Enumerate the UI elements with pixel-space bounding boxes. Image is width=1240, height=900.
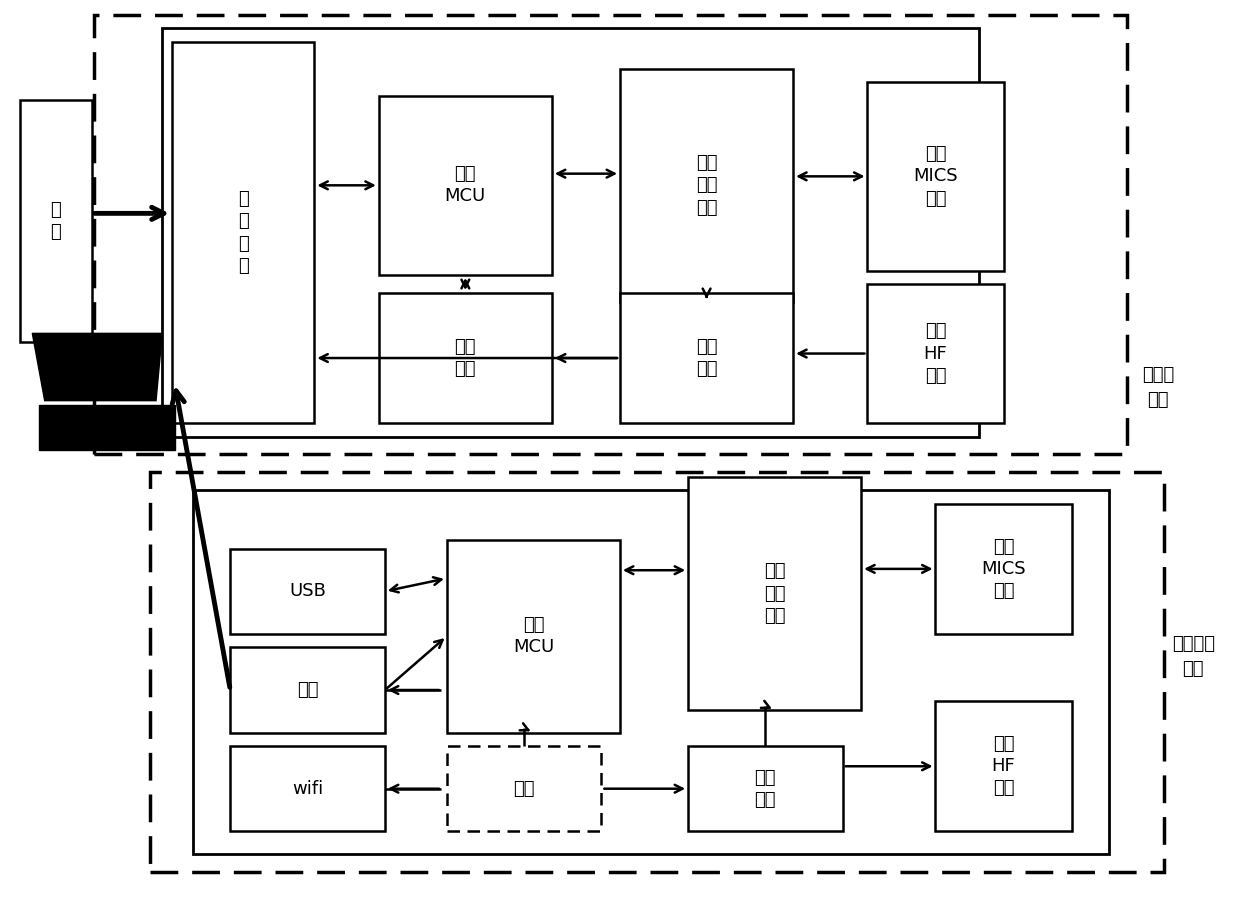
Text: 第二
HF
天线: 第二 HF 天线 <box>992 735 1016 797</box>
Text: 第二
MCU: 第二 MCU <box>513 616 554 656</box>
Text: 温度
传感: 温度 传感 <box>455 338 476 378</box>
Bar <box>868 284 1003 423</box>
Bar <box>162 28 978 436</box>
Bar <box>172 41 315 423</box>
Text: 蓝牙: 蓝牙 <box>296 681 319 699</box>
Bar <box>446 540 620 733</box>
Bar <box>378 293 552 423</box>
Polygon shape <box>38 405 175 450</box>
Text: 无线
供电: 无线 供电 <box>696 338 718 378</box>
Text: 全植入
单元: 全植入 单元 <box>1142 365 1174 409</box>
Bar <box>935 701 1071 832</box>
Bar <box>193 491 1109 854</box>
Bar <box>378 95 552 275</box>
Text: 第一
MICS
天线: 第一 MICS 天线 <box>913 145 957 208</box>
Text: 第一
HF
天线: 第一 HF 天线 <box>924 322 947 384</box>
Bar <box>150 472 1164 872</box>
Bar <box>231 746 384 832</box>
Text: 第一
无线
通信: 第一 无线 通信 <box>696 154 718 217</box>
Text: 能量
辐射: 能量 辐射 <box>755 769 776 809</box>
Text: 电
极: 电 极 <box>51 201 61 241</box>
Text: 第二
无线
通信: 第二 无线 通信 <box>764 562 785 625</box>
Text: USB: USB <box>289 582 326 600</box>
Bar <box>231 549 384 634</box>
Text: 第二
MICS
天线: 第二 MICS 天线 <box>981 537 1025 600</box>
Bar <box>868 82 1003 271</box>
Polygon shape <box>32 333 162 400</box>
Text: 电池: 电池 <box>513 779 534 797</box>
Bar <box>446 746 601 832</box>
Text: 第一
MCU: 第一 MCU <box>445 166 486 205</box>
Bar <box>935 504 1071 634</box>
Bar <box>688 746 843 832</box>
Bar <box>94 14 1127 454</box>
Bar <box>688 477 862 710</box>
Bar <box>20 100 92 342</box>
Text: 前
端
采
集: 前 端 采 集 <box>238 190 249 274</box>
Bar <box>231 647 384 733</box>
Text: 外置监测
单元: 外置监测 单元 <box>1172 634 1215 678</box>
Bar <box>620 293 794 423</box>
Bar <box>620 68 794 302</box>
Text: wifi: wifi <box>291 779 324 797</box>
